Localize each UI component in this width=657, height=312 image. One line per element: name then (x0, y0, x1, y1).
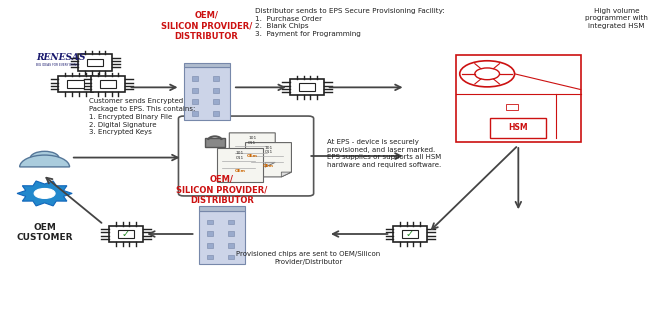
Bar (402, 230, 419, 238)
Bar (199, 211, 244, 264)
Bar (193, 111, 198, 116)
Text: 101
011: 101 011 (236, 151, 244, 159)
Polygon shape (265, 162, 275, 167)
Text: Distributor sends to EPS Secure Provisioning Facility:
1.  Purchase Order
2.  Bl: Distributor sends to EPS Secure Provisio… (254, 8, 444, 37)
Bar (118, 230, 134, 238)
Bar (456, 55, 581, 142)
Bar (87, 59, 103, 66)
Bar (506, 104, 518, 110)
Bar (490, 118, 547, 138)
Text: 101
011: 101 011 (248, 136, 256, 144)
Text: OEM
CUSTOMER: OEM CUSTOMER (16, 223, 73, 242)
Circle shape (30, 151, 59, 165)
Bar (228, 255, 234, 259)
Bar (208, 243, 214, 248)
Bar (213, 100, 219, 104)
Bar (217, 148, 263, 182)
Text: RENESAS: RENESAS (36, 53, 85, 62)
Bar (109, 226, 143, 242)
Bar (193, 88, 198, 93)
Polygon shape (229, 133, 275, 167)
Polygon shape (199, 206, 244, 211)
Bar (228, 231, 234, 236)
Circle shape (475, 68, 499, 80)
Text: OEm: OEm (235, 169, 245, 173)
Text: OEm: OEm (263, 164, 274, 168)
Text: ✓: ✓ (406, 229, 414, 239)
Bar (208, 255, 214, 259)
Bar (204, 139, 225, 147)
Bar (208, 220, 214, 224)
Bar (58, 76, 93, 92)
Polygon shape (184, 63, 230, 67)
Polygon shape (246, 143, 292, 177)
Bar (213, 76, 219, 81)
Text: OEM/
SILICON PROVIDER/
DISTRIBUTOR: OEM/ SILICON PROVIDER/ DISTRIBUTOR (176, 175, 267, 205)
Bar (290, 79, 324, 95)
Bar (193, 100, 198, 104)
Bar (213, 111, 219, 116)
Bar (67, 80, 83, 88)
Text: BIG IDEAS FOR EVERY BEING: BIG IDEAS FOR EVERY BEING (36, 63, 79, 66)
Polygon shape (17, 181, 72, 206)
Wedge shape (20, 155, 70, 167)
FancyBboxPatch shape (179, 116, 313, 196)
Circle shape (34, 188, 55, 198)
Bar (100, 80, 116, 88)
Circle shape (460, 61, 514, 87)
Text: Provisioned chips are sent to OEM/Silicon
Provider/Distributor: Provisioned chips are sent to OEM/Silico… (237, 251, 380, 265)
Text: 101
011: 101 011 (264, 146, 273, 154)
Bar (184, 67, 230, 120)
Text: High volume
programmer with
integrated HSM: High volume programmer with integrated H… (585, 8, 648, 29)
Bar (393, 226, 427, 242)
Polygon shape (281, 172, 292, 177)
Bar (91, 76, 125, 92)
Text: OEM/
SILICON PROVIDER/
DISTRIBUTOR: OEM/ SILICON PROVIDER/ DISTRIBUTOR (161, 11, 252, 41)
Text: OEm: OEm (247, 154, 258, 158)
Bar (228, 243, 234, 248)
Text: HSM: HSM (509, 124, 528, 133)
Bar (213, 88, 219, 93)
Text: Customer sends Encrypted
Package to EPS. This contains:
1. Encrypted Binary File: Customer sends Encrypted Package to EPS.… (89, 98, 195, 135)
Bar (299, 84, 315, 91)
Text: At EPS - device is securely
provisioned, and laser marked.
EPS supplies or suppo: At EPS - device is securely provisioned,… (327, 139, 441, 168)
Text: ✓: ✓ (122, 229, 130, 239)
Bar (78, 54, 112, 71)
Bar (193, 76, 198, 81)
Bar (228, 220, 234, 224)
Bar (208, 231, 214, 236)
